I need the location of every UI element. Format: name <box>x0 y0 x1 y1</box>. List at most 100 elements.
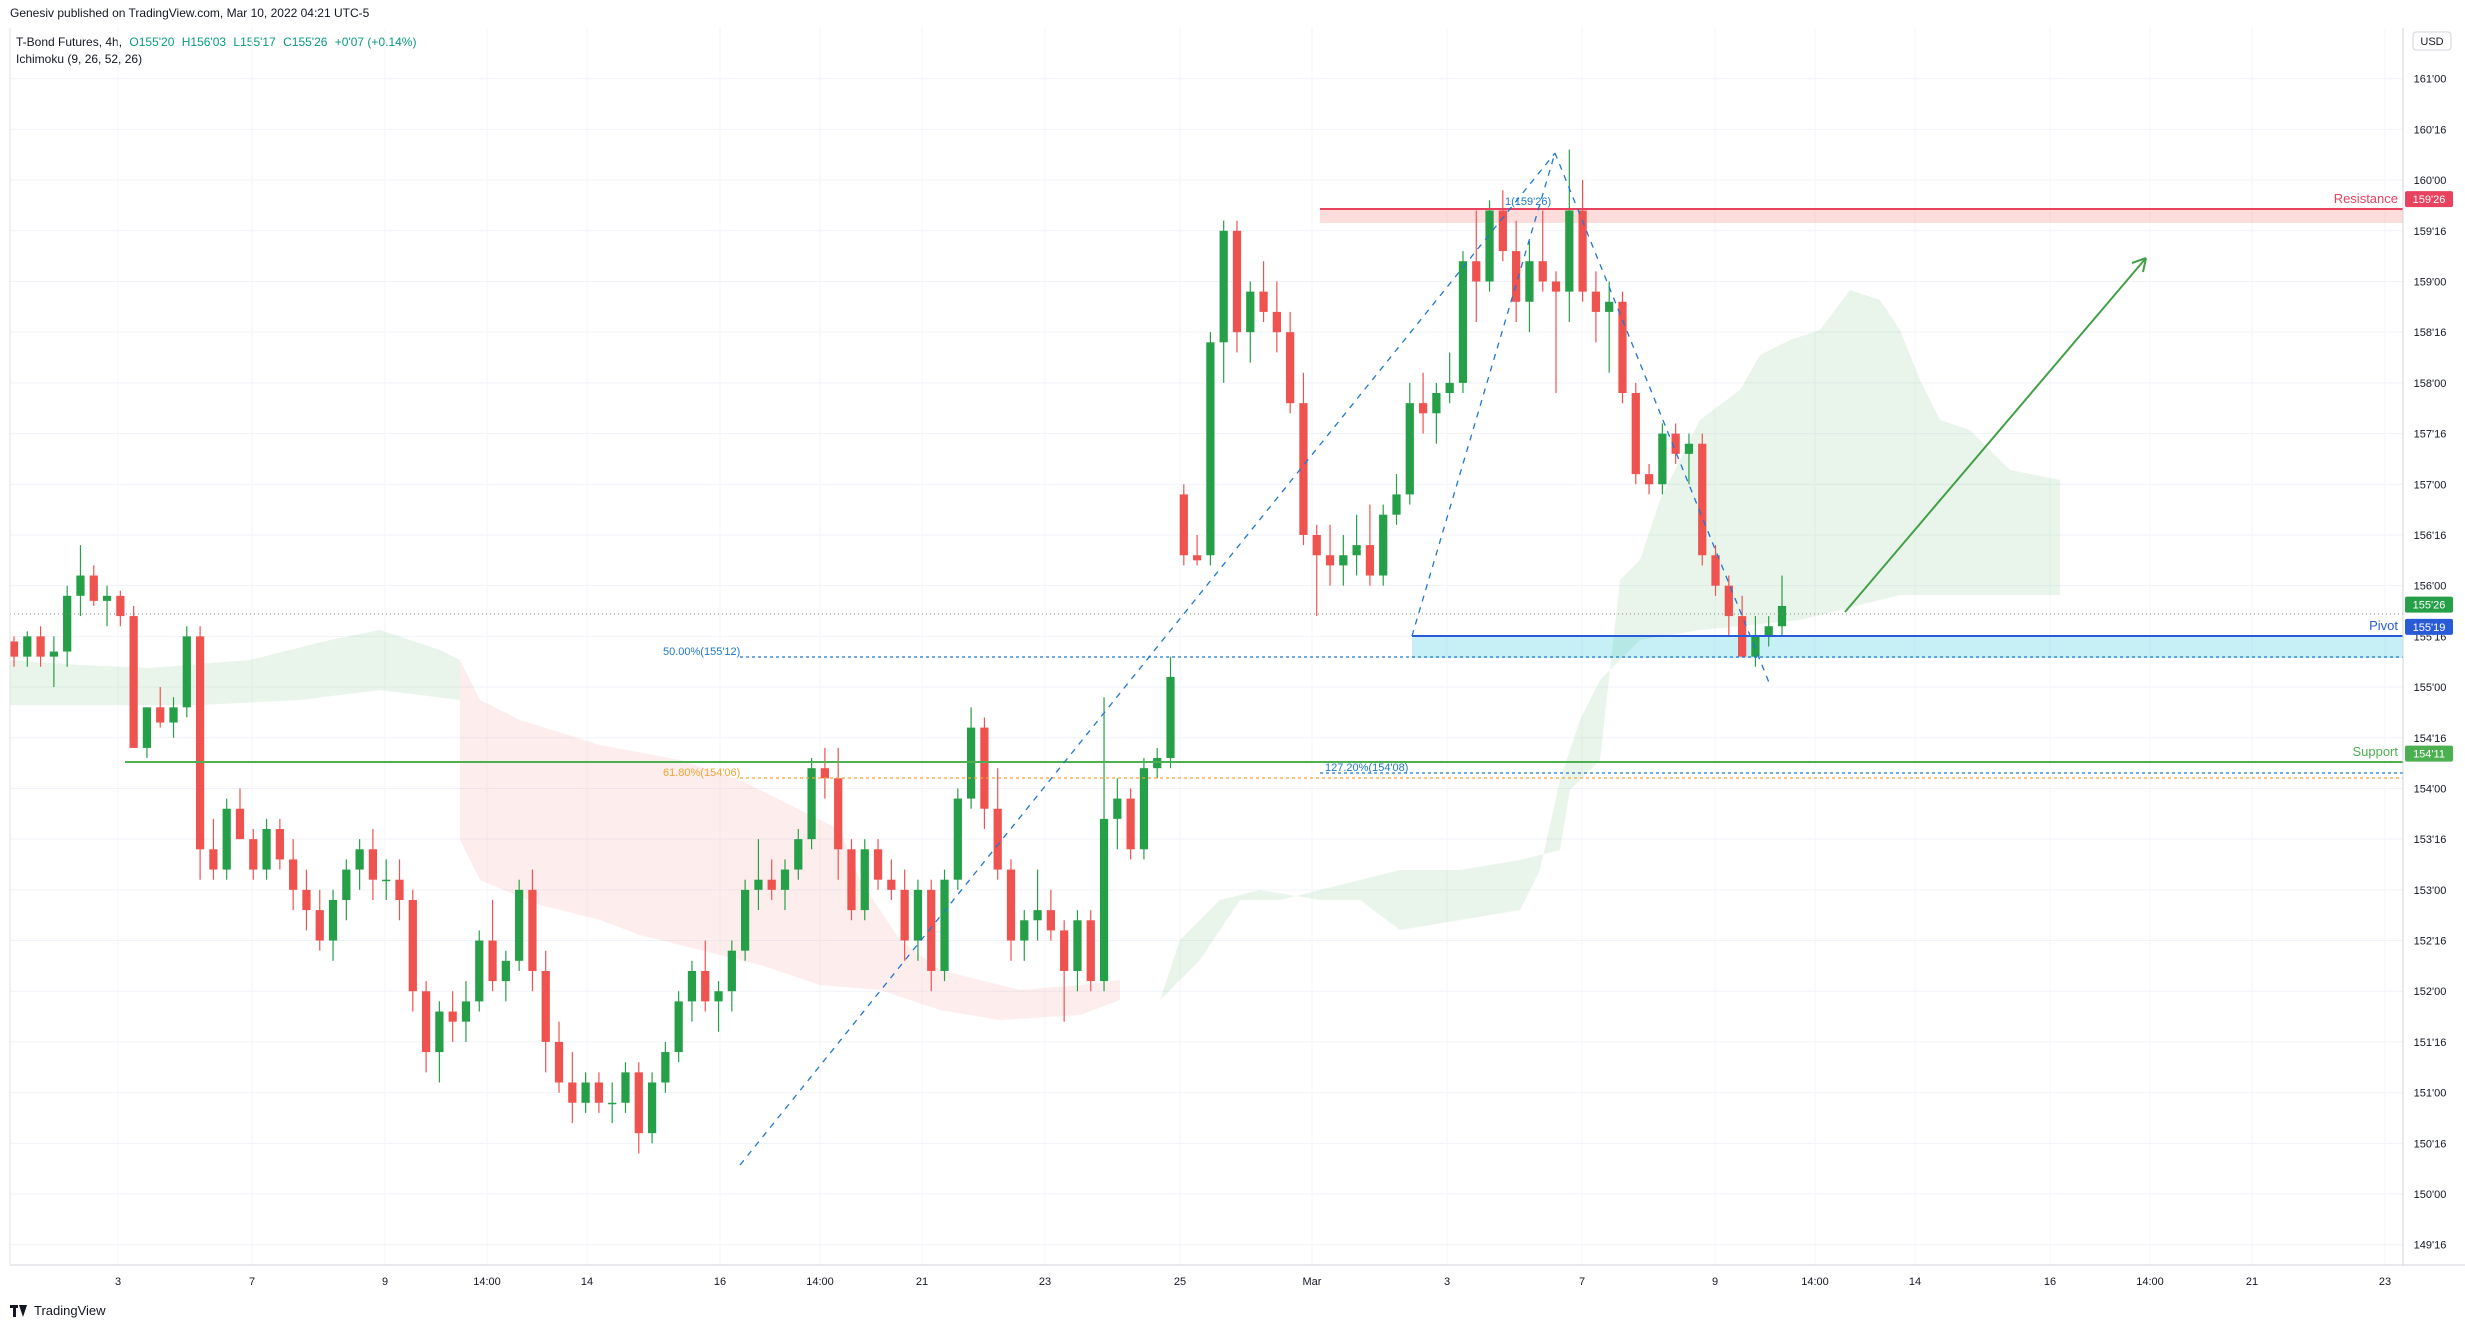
candle-body <box>1192 555 1202 561</box>
time-tick-label: 3 <box>1444 1276 1450 1288</box>
candle <box>515 879 524 971</box>
candle-body <box>355 849 364 870</box>
candle-body <box>1605 301 1614 312</box>
candle-body <box>49 651 59 657</box>
price-tag-text: 159'26 <box>2413 194 2446 206</box>
candle-body <box>1046 910 1055 931</box>
candle <box>873 839 883 890</box>
candle <box>1684 433 1694 485</box>
candle-body <box>714 991 723 1002</box>
currency-box[interactable] <box>2412 31 2452 51</box>
candle-body <box>408 899 417 992</box>
candle <box>1644 463 1654 495</box>
candle <box>421 981 431 1073</box>
candle-body <box>1698 443 1707 556</box>
price-tick-label: 157'00 <box>2414 479 2447 491</box>
price-chart[interactable]: Resistance Pivot Support 50.00%(155'12) … <box>0 0 2465 1300</box>
price-tick-label: 154'00 <box>2414 783 2447 795</box>
candle <box>993 768 1002 880</box>
candle <box>435 1001 444 1083</box>
time-axis-ticks: 3 7 9 14:00 14 16 14:00 21 23 25 Mar 3 7 9 14:00 14 16 14… <box>115 1276 2391 1288</box>
candle <box>1126 788 1135 860</box>
candle <box>1405 382 1414 505</box>
candle <box>594 1072 604 1113</box>
candle-body <box>634 1072 643 1134</box>
candle <box>1099 697 1109 992</box>
ichimoku-cloud <box>10 290 2060 1020</box>
candle-body <box>1325 555 1335 566</box>
candle-body <box>1418 403 1428 414</box>
low-value: L155'17 <box>233 35 276 49</box>
candle <box>342 859 351 921</box>
price-tag: 155'19 <box>2405 618 2453 635</box>
candle-body <box>1445 382 1454 394</box>
candle-body <box>966 727 976 799</box>
candle <box>1445 352 1454 404</box>
candle <box>1605 281 1614 373</box>
candle-body <box>102 595 112 601</box>
candle <box>1060 920 1069 1022</box>
candle-body <box>1272 311 1281 333</box>
candle <box>541 950 550 1073</box>
candle-body <box>1538 261 1547 282</box>
candle <box>368 829 378 900</box>
pivot-label: Pivot <box>2369 618 2398 633</box>
trend-line-1 <box>739 152 1556 1166</box>
candle <box>235 788 245 840</box>
candle <box>1392 474 1401 525</box>
candle-body <box>315 910 324 941</box>
candle <box>408 889 417 1012</box>
candle <box>847 839 856 921</box>
candle-body <box>1512 251 1521 302</box>
candle-body <box>63 595 72 652</box>
candle-body <box>1711 555 1720 586</box>
candle <box>1192 534 1202 566</box>
candle <box>9 636 19 667</box>
candle <box>1498 190 1507 262</box>
pivot-zone <box>1412 636 2403 658</box>
candle <box>634 1062 643 1154</box>
candle <box>1472 210 1481 323</box>
candle <box>1618 291 1627 404</box>
candle-body <box>195 636 205 850</box>
price-tick-label: 152'00 <box>2414 986 2447 998</box>
price-tick-label: 161'00 <box>2414 74 2447 86</box>
candle-body <box>1618 301 1627 394</box>
candle-body <box>741 889 750 951</box>
candle <box>1325 524 1335 586</box>
candle-body <box>302 889 311 911</box>
candle-body <box>142 707 152 748</box>
candle <box>1339 534 1348 586</box>
candle <box>741 879 750 961</box>
candle-body <box>887 879 896 890</box>
candle <box>1272 281 1281 353</box>
candle <box>1418 372 1428 434</box>
candle <box>1698 433 1707 566</box>
candle-body <box>953 798 962 880</box>
candle <box>328 889 338 961</box>
candle <box>1711 545 1720 596</box>
candle <box>608 1082 617 1124</box>
time-tick-label: 14:00 <box>2136 1276 2164 1288</box>
candle-body <box>76 575 85 596</box>
candle <box>1033 869 1042 941</box>
candle <box>1352 514 1361 576</box>
symbol-label[interactable]: T-Bond Futures, 4h, <box>16 35 123 49</box>
candle <box>182 626 191 718</box>
candle <box>1631 382 1640 485</box>
price-tag: 154'11 <box>2405 745 2453 762</box>
candle-body <box>395 879 404 900</box>
chart-legend: T-Bond Futures, 4h, O155'20 H156'03 L155… <box>16 34 420 68</box>
time-tick-label: 16 <box>2044 1276 2056 1288</box>
candle <box>116 590 125 627</box>
candle-body <box>1724 585 1733 617</box>
indicator-label[interactable]: Ichimoku (9, 26, 52, 26) <box>16 52 143 66</box>
candle-body <box>1259 291 1268 312</box>
time-tick-label: 7 <box>1579 1276 1585 1288</box>
time-tick-label: 16 <box>714 1276 726 1288</box>
candle-body <box>581 1082 590 1103</box>
candle-body <box>1139 768 1149 850</box>
candle-body <box>1458 261 1468 383</box>
footer: TradingView <box>10 1303 106 1318</box>
time-tick-label: 3 <box>115 1276 121 1288</box>
